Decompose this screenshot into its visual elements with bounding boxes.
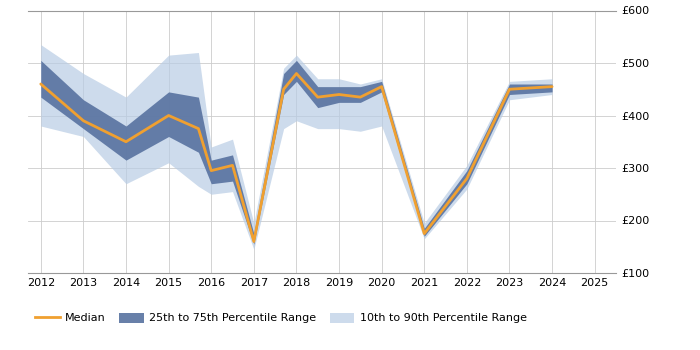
Legend: Median, 25th to 75th Percentile Range, 10th to 90th Percentile Range: Median, 25th to 75th Percentile Range, 1…	[35, 313, 526, 323]
